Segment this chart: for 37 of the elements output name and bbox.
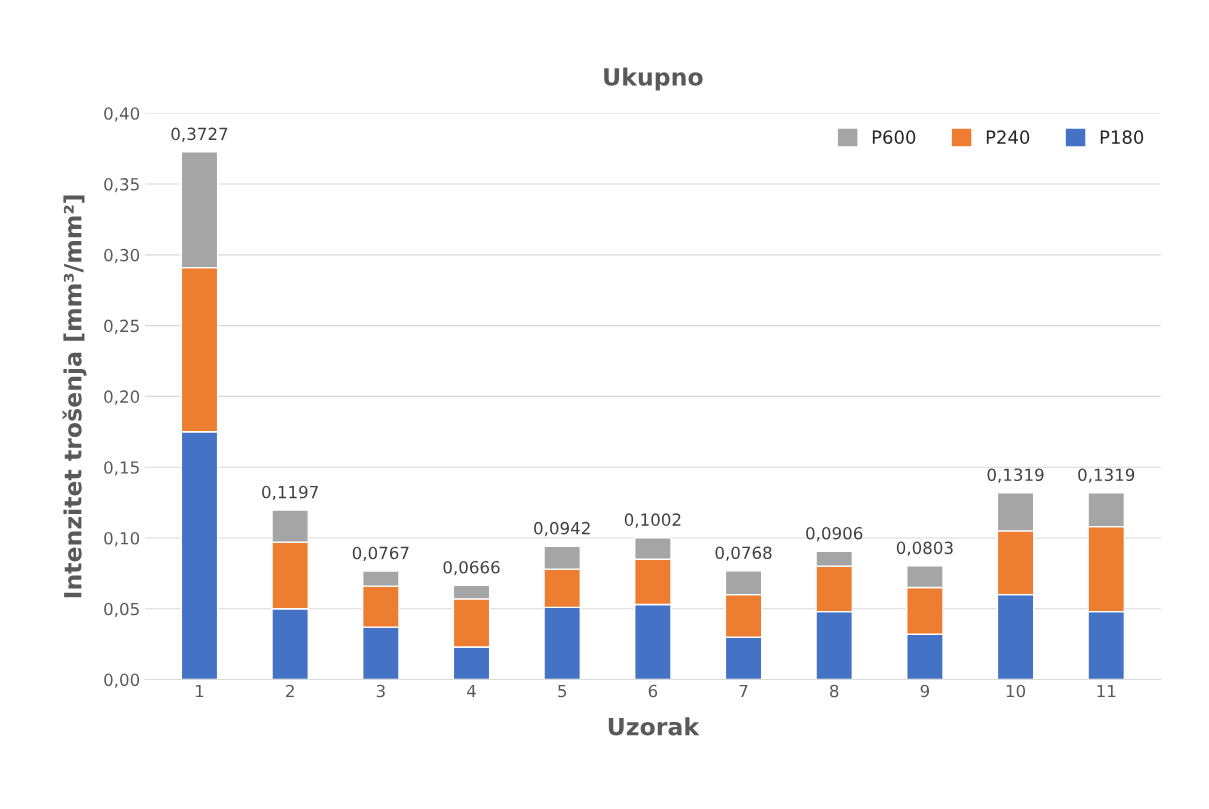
total-label: 0,0768 — [715, 546, 772, 561]
total-label: 0,0666 — [443, 560, 500, 576]
y-tick-label: 0,20 — [104, 390, 140, 405]
x-tick-label: 10 — [1006, 684, 1026, 698]
x-tick-label: 6 — [648, 684, 658, 698]
y-tick-label: 0,25 — [104, 319, 139, 334]
y-tick-label: 0,35 — [104, 178, 139, 193]
y-tick-label: 0,00 — [104, 673, 140, 688]
total-label: 0,1319 — [1078, 468, 1135, 483]
x-tick-label: 3 — [376, 684, 385, 698]
x-tick-label: 7 — [739, 684, 748, 698]
total-label: 0,1002 — [624, 513, 681, 528]
chart-title: Ukupno — [604, 67, 703, 91]
x-tick-label: 5 — [558, 684, 567, 698]
legend-label: P600 — [872, 130, 916, 145]
total-label: 0,1197 — [262, 485, 318, 501]
legend-label: P180 — [1100, 130, 1144, 145]
y-tick-label: 0,10 — [104, 531, 140, 547]
total-label: 0,0767 — [352, 546, 409, 561]
total-label: 0,0942 — [534, 521, 590, 537]
legend-label: P240 — [986, 130, 1030, 145]
total-label: 0,0906 — [806, 526, 863, 542]
y-tick-label: 0,05 — [104, 602, 139, 618]
total-label: 0,1319 — [987, 468, 1044, 483]
x-tick-label: 1 — [196, 684, 204, 698]
x-axis-title: Uzorak — [608, 717, 700, 736]
x-tick-label: 9 — [920, 684, 930, 698]
y-axis-title: Intenzitet trošenja [mm³/mm²] — [62, 195, 87, 598]
total-label: 0,3727 — [171, 127, 228, 142]
total-label: 0,0803 — [896, 541, 953, 556]
x-tick-label: 11 — [1097, 684, 1116, 698]
x-tick-label: 8 — [830, 684, 839, 698]
x-tick-label: 2 — [286, 684, 294, 698]
x-tick-label: 4 — [467, 684, 476, 698]
y-tick-label: 0,30 — [104, 248, 140, 264]
y-tick-label: 0,15 — [104, 461, 139, 476]
y-tick-label: 0,40 — [104, 107, 140, 122]
